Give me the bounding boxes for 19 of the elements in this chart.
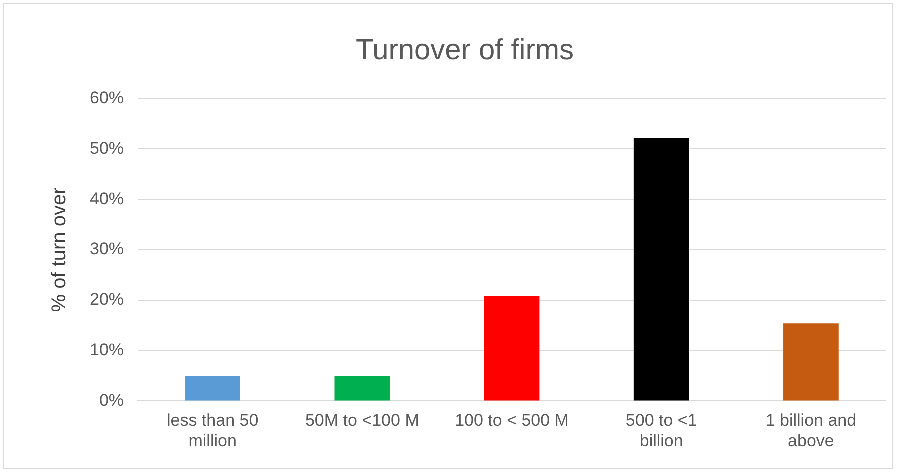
y-tick-label: 60% [90, 88, 124, 108]
y-tick-label: 30% [90, 240, 124, 259]
y-tick-label: 10% [90, 340, 124, 360]
chart-title: Turnover of firms [356, 34, 574, 66]
bar [784, 324, 839, 401]
x-tick-label: 50M to <100 M [305, 411, 420, 430]
y-axis-title: % of turn over [48, 187, 71, 312]
bar [484, 296, 540, 401]
x-tick-label: 500 to <1 billion [626, 411, 698, 450]
y-tick-label: 20% [90, 290, 124, 310]
x-tick-label: less than 50 million [166, 411, 259, 450]
x-tick-label: 1 billion and above [766, 411, 857, 450]
y-tick-label: 40% [90, 189, 124, 208]
bar [634, 138, 690, 401]
y-tick-label: 50% [90, 138, 124, 158]
y-tick-label: 0% [99, 390, 124, 410]
x-tick-label: 100 to < 500 M [455, 411, 569, 430]
bar [185, 376, 240, 401]
bar [334, 376, 390, 401]
